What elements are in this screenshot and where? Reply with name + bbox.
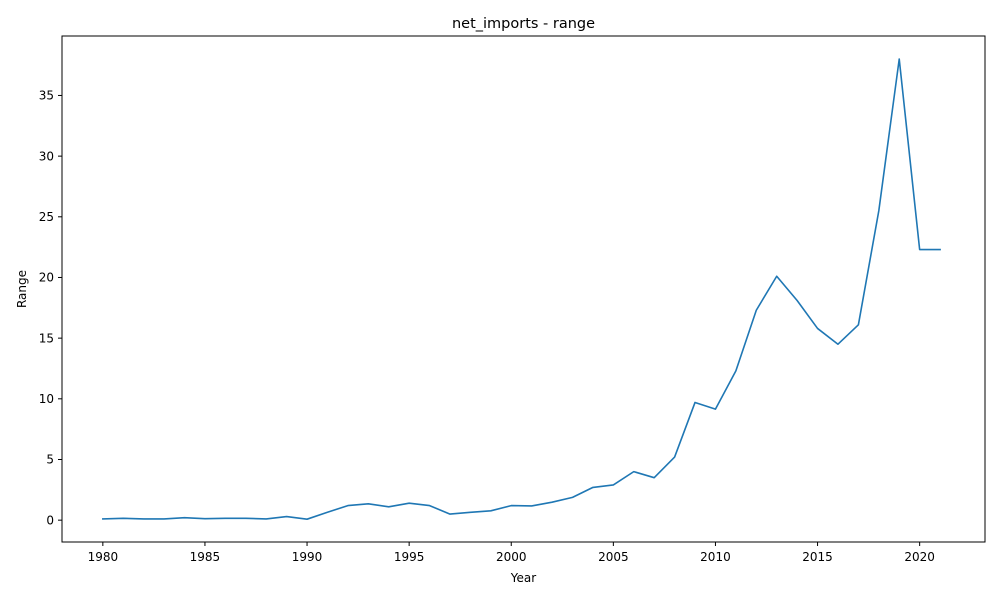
data-point bbox=[551, 501, 553, 503]
y-tick-label: 0 bbox=[46, 513, 54, 527]
data-point bbox=[183, 517, 185, 519]
x-axis: 1980 1985 1990 1995 2000 2005 2010 2015 2020 bbox=[88, 542, 935, 564]
data-point bbox=[469, 511, 471, 513]
data-point bbox=[163, 518, 165, 520]
data-point bbox=[224, 517, 226, 519]
y-tick-label: 35 bbox=[39, 89, 54, 103]
y-tick-label: 30 bbox=[39, 149, 54, 163]
data-point bbox=[857, 324, 859, 326]
x-tick-label: 2005 bbox=[598, 550, 629, 564]
y-axis: 0 5 10 15 20 25 30 35 bbox=[39, 89, 62, 527]
data-point bbox=[408, 502, 410, 504]
data-point bbox=[367, 503, 369, 505]
data-point bbox=[755, 309, 757, 311]
data-point bbox=[265, 518, 267, 520]
data-point bbox=[449, 513, 451, 515]
y-tick-label: 25 bbox=[39, 210, 54, 224]
data-point bbox=[326, 511, 328, 513]
data-point bbox=[714, 408, 716, 410]
plot-layer bbox=[102, 58, 941, 520]
chart-title: net_imports - range bbox=[452, 16, 595, 32]
data-point bbox=[285, 515, 287, 517]
data-point bbox=[204, 518, 206, 520]
x-tick-label: 2000 bbox=[496, 550, 527, 564]
data-point bbox=[245, 517, 247, 519]
data-point bbox=[816, 327, 818, 329]
plot-frame bbox=[61, 35, 986, 543]
data-point bbox=[939, 248, 941, 250]
data-point bbox=[673, 456, 675, 458]
x-tick-label: 2015 bbox=[802, 550, 833, 564]
y-tick-label: 10 bbox=[39, 392, 54, 406]
x-tick-label: 1995 bbox=[394, 550, 425, 564]
y-axis-label: Range bbox=[15, 270, 29, 308]
data-point bbox=[776, 275, 778, 277]
data-point bbox=[510, 504, 512, 506]
y-tick-label: 20 bbox=[39, 271, 54, 285]
data-point bbox=[306, 518, 308, 520]
data-point bbox=[490, 510, 492, 512]
data-point bbox=[694, 401, 696, 403]
x-tick-label: 1985 bbox=[190, 550, 221, 564]
x-tick-label: 2010 bbox=[700, 550, 731, 564]
data-point bbox=[612, 484, 614, 486]
data-point bbox=[428, 504, 430, 506]
data-point bbox=[592, 486, 594, 488]
data-point bbox=[142, 518, 144, 520]
y-tick-label: 15 bbox=[39, 331, 54, 345]
y-tick-label: 5 bbox=[46, 453, 54, 467]
data-point bbox=[735, 370, 737, 372]
data-point bbox=[918, 248, 920, 250]
series-line bbox=[102, 58, 941, 520]
data-point bbox=[571, 496, 573, 498]
x-axis-label: Year bbox=[510, 571, 536, 585]
data-point bbox=[347, 504, 349, 506]
data-point bbox=[898, 58, 900, 60]
data-point bbox=[102, 518, 104, 520]
x-tick-label: 1980 bbox=[88, 550, 119, 564]
data-point bbox=[388, 506, 390, 508]
data-point bbox=[653, 476, 655, 478]
data-point bbox=[633, 470, 635, 472]
data-point bbox=[878, 210, 880, 212]
x-tick-label: 2020 bbox=[904, 550, 935, 564]
data-point bbox=[796, 299, 798, 301]
data-point bbox=[530, 505, 532, 507]
data-point bbox=[837, 343, 839, 345]
x-tick-label: 1990 bbox=[292, 550, 323, 564]
data-point bbox=[122, 517, 124, 519]
